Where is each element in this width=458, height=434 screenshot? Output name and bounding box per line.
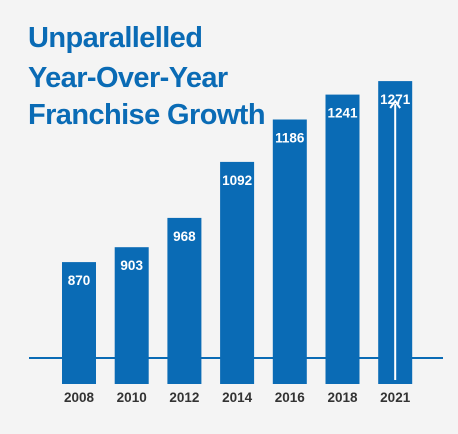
chart-title-line-3: Franchise Growth: [28, 99, 265, 131]
x-tick-label-2012: 2012: [169, 390, 199, 405]
chart-title-line-1: Unparallelled: [28, 22, 202, 54]
bar-2008: [62, 262, 96, 384]
bar-2012: [167, 217, 202, 384]
up-arrow-head: [389, 99, 402, 109]
bars: [62, 81, 413, 384]
x-tick-label-2018: 2018: [327, 390, 358, 405]
up-arrow-icon: [389, 99, 402, 380]
chart-title: Unparallelled Year-Over-Year Franchise G…: [28, 22, 266, 131]
chart-title-line-2: Year-Over-Year: [28, 62, 228, 94]
x-axis-tick-labels: 2008 2010 2012 2014 2016 2018 2021: [64, 390, 411, 405]
bar-2014: [220, 161, 255, 384]
x-tick-label-2010: 2010: [117, 390, 147, 405]
bar-value-labels: 870 903 968 1092 1186 1241 1271: [68, 92, 411, 288]
x-tick-label-2014: 2014: [222, 390, 253, 405]
x-tick-label-2016: 2016: [275, 390, 306, 405]
bar-value-label-2010: 903: [120, 258, 143, 273]
bar-value-label-2021: 1271: [380, 92, 411, 107]
bar-2016: [272, 119, 307, 384]
x-tick-label-2021: 2021: [380, 390, 411, 405]
bar-value-label-2008: 870: [68, 273, 91, 288]
bar-value-label-2012: 968: [173, 229, 196, 244]
bar-2018: [325, 94, 360, 384]
bar-value-label-2014: 1092: [222, 173, 252, 188]
bar-value-label-2018: 1241: [327, 106, 358, 121]
bar-value-label-2016: 1186: [275, 131, 305, 146]
x-tick-label-2008: 2008: [64, 390, 95, 405]
bar-2010: [114, 247, 149, 384]
